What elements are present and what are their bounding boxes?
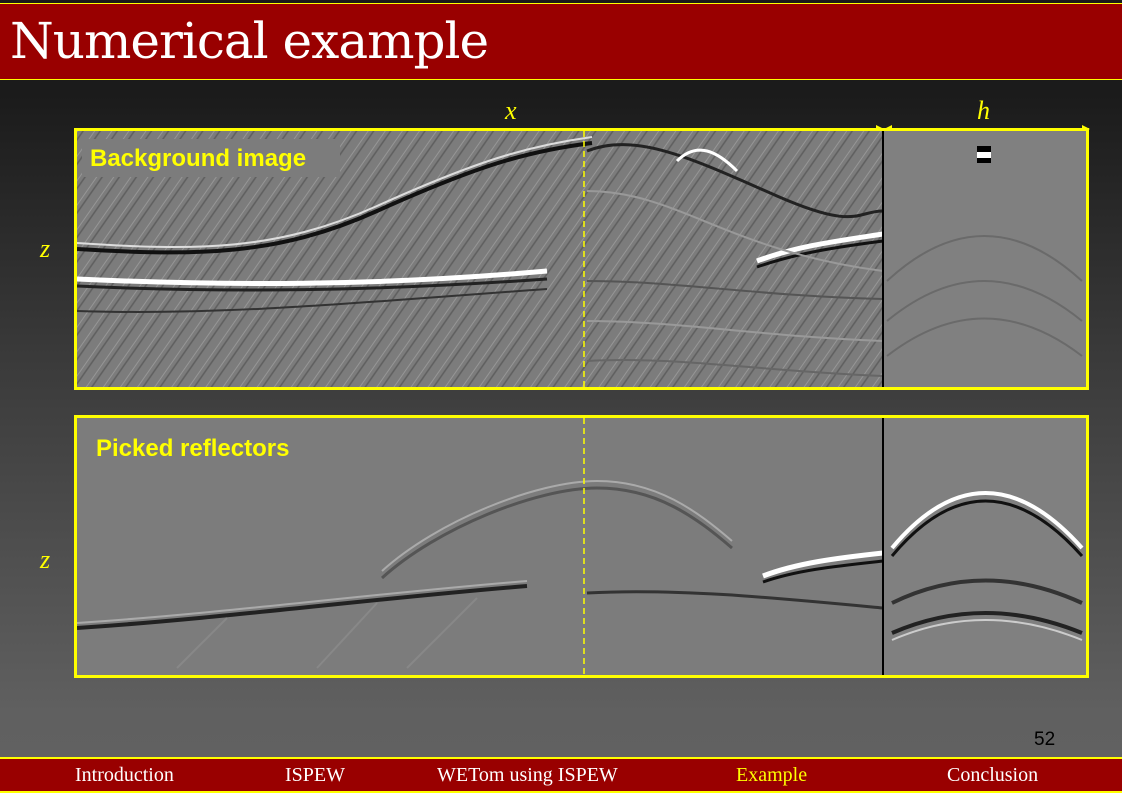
z-axis-label-bottom: z [40,545,51,574]
seismic-picked-reflectors-image [77,418,1086,675]
footer-navigation: Introduction ISPEW WETom using ISPEW Exa… [0,757,1122,793]
title-bar: Numerical example [0,3,1122,80]
nav-ispew[interactable]: ISPEW [285,764,345,786]
nav-example[interactable]: Example [736,764,808,786]
nav-introduction[interactable]: Introduction [75,764,174,786]
page-number: 52 [1034,729,1056,750]
h-axis-label: h [977,96,990,125]
panel-label: Background image [90,145,307,172]
nav-wetom-using-ispew[interactable]: WETom using ISPEW [437,764,618,786]
background-image-panel: Background image [74,128,1089,390]
picked-reflectors-panel: Picked reflectors [74,415,1089,678]
panel-label: Picked reflectors [96,435,290,462]
seismic-background-image [77,131,1086,387]
z-axis-label-top: z [40,234,51,263]
x-axis-label: x [505,96,517,125]
axis-arrows [860,125,1090,133]
slide-title: Numerical example [10,12,489,70]
nav-conclusion[interactable]: Conclusion [947,764,1039,786]
